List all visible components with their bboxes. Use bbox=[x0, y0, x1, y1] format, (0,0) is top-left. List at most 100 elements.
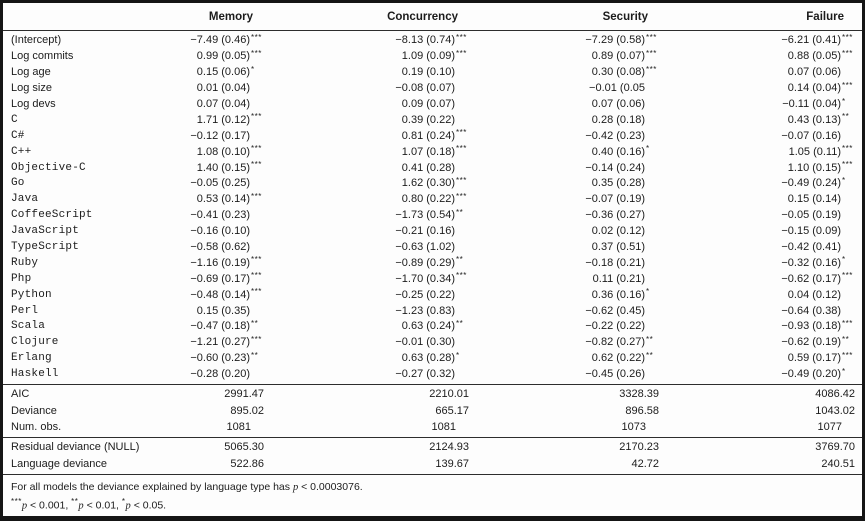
cell-value: −1.70 (0.34) bbox=[395, 272, 455, 285]
significance-stars: * bbox=[842, 255, 846, 265]
significance-stars: *** bbox=[251, 334, 262, 344]
table-row: Php −0.69 (0.17) *** −1.70 (0.34) *** 0.11… bbox=[3, 271, 862, 287]
value-cell: 2210.01 bbox=[268, 388, 473, 400]
value-cell: −0.07 (0.19) bbox=[473, 193, 663, 205]
table-row: CoffeeScript −0.41 (0.23) −1.73 (0.54) **… bbox=[3, 207, 862, 223]
value-cell: 0.11 (0.21) bbox=[473, 273, 663, 285]
value-cell: 0.19 (0.10) bbox=[268, 66, 473, 78]
value-cell: 0.36 (0.16) * bbox=[473, 287, 663, 301]
table-row: C# −0.12 (0.17) 0.81 (0.24) *** −0.42 (0.… bbox=[3, 128, 862, 144]
significance-stars: *** bbox=[842, 80, 853, 90]
row-label: Php bbox=[11, 272, 32, 285]
value-cell: 1073 bbox=[473, 421, 663, 433]
footnote-divider bbox=[3, 473, 862, 475]
deviance-divider bbox=[3, 436, 862, 438]
cell-value: −0.82 (0.27) bbox=[585, 336, 645, 349]
cell-value: −0.21 (0.16) bbox=[395, 225, 455, 238]
table-row: Objective-C 1.40 (0.15) *** 0.41 (0.28) −… bbox=[3, 160, 862, 176]
significance-stars: *** bbox=[251, 191, 262, 201]
significance-stars: * bbox=[251, 64, 255, 74]
value-cell: 0.14 (0.04) *** bbox=[663, 80, 859, 95]
significance-stars: * bbox=[842, 366, 846, 376]
row-label: Go bbox=[11, 177, 25, 190]
value-cell: −1.73 (0.54) ** bbox=[268, 208, 473, 222]
value-cell: −8.13 (0.74) *** bbox=[268, 33, 473, 47]
cell-value: −0.16 (0.10) bbox=[190, 225, 250, 238]
significance-stars: *** bbox=[646, 64, 657, 74]
row-label: JavaScript bbox=[11, 225, 80, 238]
significance-stars: *** bbox=[251, 48, 262, 58]
cell-value: −0.07 (0.16) bbox=[781, 129, 841, 142]
cell-value: 0.15 (0.35) bbox=[196, 304, 250, 317]
table-row: Python −0.48 (0.14) *** −0.25 (0.22) 0.36… bbox=[3, 287, 862, 303]
model-stats-rows: AIC 2991.47 2210.01 3328.39 4086.42 Devi… bbox=[3, 385, 862, 437]
row-label: Num. obs. bbox=[11, 421, 62, 434]
table-row: Scala −0.47 (0.18) ** 0.63 (0.24) ** −0.22… bbox=[3, 319, 862, 335]
value-cell: 895.02 bbox=[173, 405, 268, 417]
value-cell: 0.04 (0.12) bbox=[663, 289, 859, 301]
table-row: Erlang −0.60 (0.23) ** 0.63 (0.28) * 0.62 … bbox=[3, 350, 862, 366]
table-row: Deviance 895.02 665.17 896.58 1043.02 bbox=[3, 402, 862, 418]
value-cell: 0.43 (0.13) ** bbox=[663, 112, 859, 126]
cell-value: 0.09 (0.07) bbox=[401, 98, 455, 110]
value-cell: −0.82 (0.27) ** bbox=[473, 335, 663, 349]
value-cell: 0.39 (0.22) bbox=[268, 114, 473, 126]
cell-value: −0.47 (0.18) bbox=[190, 320, 250, 333]
value-cell: 1081 bbox=[173, 421, 268, 433]
cell-value: −0.14 (0.24) bbox=[585, 161, 645, 174]
value-cell: 139.67 bbox=[268, 458, 473, 470]
value-cell: −0.47 (0.18) ** bbox=[173, 318, 268, 333]
cell-value: 0.62 (0.22) bbox=[591, 352, 645, 365]
cell-value: 0.07 (0.06) bbox=[787, 66, 841, 79]
row-label: Deviance bbox=[11, 404, 57, 417]
cell-value: 0.14 (0.04) bbox=[787, 82, 841, 95]
value-cell: −0.25 (0.22) bbox=[268, 289, 473, 301]
cell-value: −0.36 (0.27) bbox=[585, 209, 645, 222]
value-cell: −7.29 (0.58) *** bbox=[473, 33, 663, 47]
cell-value: −0.08 (0.07) bbox=[395, 82, 455, 95]
significance-stars: ** bbox=[251, 318, 259, 328]
cell-value: 1.08 (0.10) bbox=[196, 145, 250, 158]
table-row: Language deviance 522.86 139.67 42.72 24… bbox=[3, 456, 862, 472]
cell-value: −1.23 (0.83) bbox=[395, 304, 455, 317]
cell-value: 0.53 (0.14) bbox=[196, 193, 250, 206]
row-label: C++ bbox=[11, 145, 32, 158]
cell-value: 0.88 (0.05) bbox=[787, 50, 841, 63]
value-cell: −0.41 (0.23) bbox=[173, 209, 268, 221]
significance-stars: ** bbox=[456, 255, 464, 265]
cell-value: 1043.02 bbox=[815, 404, 855, 417]
cell-value: 0.15 (0.06) bbox=[196, 66, 250, 79]
value-cell: 0.63 (0.28) * bbox=[268, 351, 473, 365]
cell-value: 2124.93 bbox=[429, 441, 469, 454]
cell-value: −0.07 (0.19) bbox=[585, 193, 645, 206]
value-cell: 2991.47 bbox=[173, 388, 268, 400]
cell-value: 1.05 (0.11) bbox=[788, 145, 841, 158]
value-cell: 1.05 (0.11) *** bbox=[663, 144, 859, 158]
value-cell: −0.89 (0.29) ** bbox=[268, 255, 473, 269]
cell-value: −0.49 (0.24) bbox=[781, 177, 841, 190]
significance-stars: *** bbox=[842, 160, 853, 170]
row-label: Log devs bbox=[11, 98, 56, 110]
cell-value: −0.15 (0.09) bbox=[781, 225, 841, 238]
table-row: Log size 0.01 (0.04) −0.08 (0.07) −0.01 … bbox=[3, 80, 862, 96]
value-cell: 0.07 (0.06) bbox=[473, 98, 663, 110]
cell-value: 0.63 (0.24) bbox=[401, 320, 455, 333]
significance-stars: *** bbox=[251, 287, 262, 297]
cell-value: −1.73 (0.54) bbox=[395, 209, 455, 222]
cell-value: 665.17 bbox=[435, 404, 469, 417]
value-cell: −0.62 (0.19) ** bbox=[663, 335, 859, 349]
value-cell: 0.30 (0.08) *** bbox=[473, 64, 663, 79]
row-label: TypeScript bbox=[11, 241, 80, 254]
table-row: JavaScript −0.16 (0.10) −0.21 (0.16) 0.0… bbox=[3, 223, 862, 239]
table-row: Log devs 0.07 (0.04) 0.09 (0.07) 0.07 (0… bbox=[3, 96, 862, 112]
table-row: TypeScript −0.58 (0.62) −0.63 (1.02) 0.3… bbox=[3, 239, 862, 255]
row-label: Perl bbox=[11, 304, 39, 317]
significance-legend: ***p < 0.001, **p < 0.01, *p < 0.05. bbox=[11, 497, 167, 512]
row-label: CoffeeScript bbox=[11, 209, 93, 222]
cell-value: −0.41 (0.23) bbox=[190, 209, 250, 222]
deviance-note: For all models the deviance explained by… bbox=[11, 480, 363, 493]
significance-stars: *** bbox=[456, 144, 467, 154]
significance-stars: *** bbox=[842, 318, 853, 328]
cell-value: 0.80 (0.22) bbox=[401, 193, 455, 206]
row-label: Haskell bbox=[11, 368, 59, 381]
